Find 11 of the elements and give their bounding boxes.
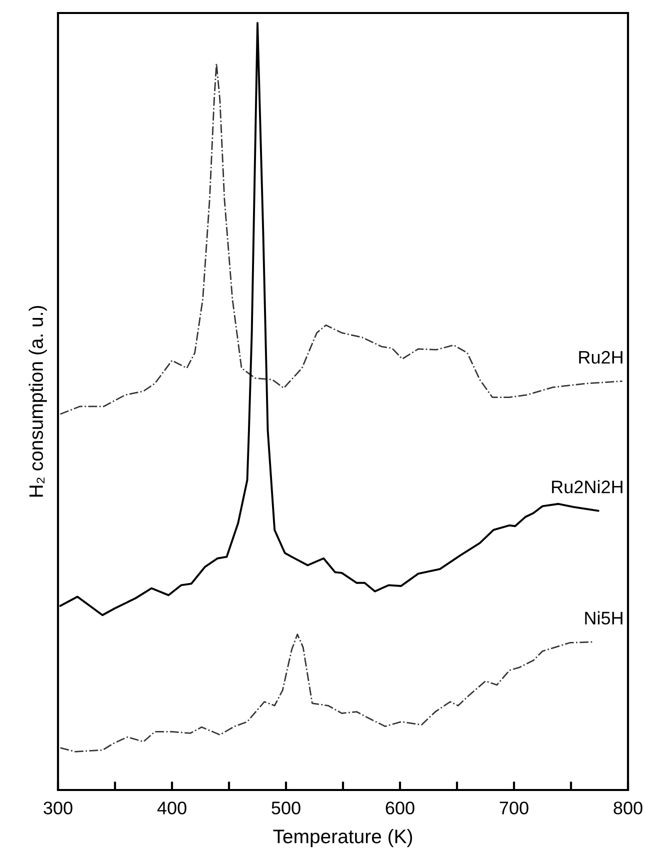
x-tick-label: 800 bbox=[614, 802, 642, 814]
y-axis-title: H₂ consumption (a. u.) bbox=[28, 306, 47, 497]
x-tick-label: 400 bbox=[157, 802, 186, 814]
series-label: Ru2Ni2H bbox=[552, 480, 622, 494]
x-axis-title: Temperature (K) bbox=[273, 829, 412, 848]
series-label: Ru2H bbox=[579, 350, 622, 364]
x-tick-label: 500 bbox=[272, 802, 300, 814]
x-tick-label: 600 bbox=[386, 802, 414, 814]
x-tick-label: 700 bbox=[500, 802, 528, 814]
series-label: Ni5H bbox=[585, 611, 622, 625]
x-tick-label: 300 bbox=[44, 802, 72, 814]
